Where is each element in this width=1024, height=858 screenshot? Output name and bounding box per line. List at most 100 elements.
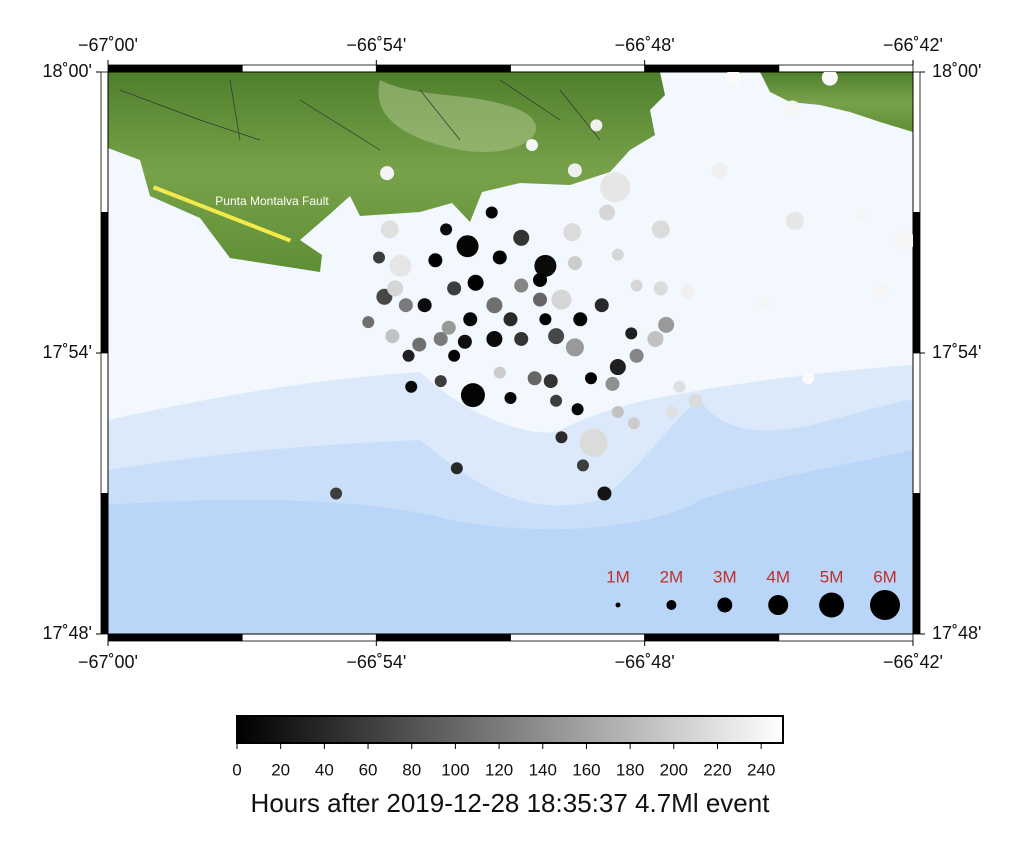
size-key <box>819 592 845 618</box>
earthquake <box>600 172 631 203</box>
earthquake <box>504 391 517 404</box>
earthquake <box>467 274 484 291</box>
earthquake <box>605 376 620 391</box>
colorbar-tick-label: 120 <box>485 760 513 779</box>
earthquake <box>460 383 485 408</box>
earthquake <box>688 393 703 408</box>
frame-bar <box>100 212 109 354</box>
frame-bar <box>375 633 511 642</box>
colorbar-tick-label: 40 <box>315 760 334 779</box>
earthquake <box>380 166 395 181</box>
earthquake <box>362 316 375 329</box>
highland <box>378 80 537 152</box>
earthquake <box>573 312 588 327</box>
earthquake <box>784 100 801 117</box>
earthquake <box>525 139 538 152</box>
x-tick-label: −66˚54' <box>346 652 406 672</box>
frame-bar <box>107 64 243 73</box>
earthquake <box>658 316 675 333</box>
earthquake <box>802 372 815 385</box>
earthquake <box>821 72 838 86</box>
size-key-label: 1M <box>606 567 630 586</box>
earthquake <box>457 334 472 349</box>
colorbar <box>236 715 784 744</box>
earthquake <box>417 298 432 313</box>
earthquake <box>376 288 393 305</box>
x-tick-label: −66˚42' <box>883 652 943 672</box>
earthquake <box>428 253 443 268</box>
earthquake <box>527 371 542 386</box>
size-key <box>768 595 789 615</box>
earthquake <box>555 431 568 444</box>
frame-bar <box>375 64 511 73</box>
earthquake <box>785 211 804 230</box>
earthquake <box>503 312 518 327</box>
earthquake <box>597 486 612 501</box>
basemap <box>108 72 913 634</box>
land <box>760 72 913 132</box>
frame-bar <box>241 633 377 642</box>
earthquake <box>567 163 582 178</box>
colorbar-tick-label: 180 <box>616 760 644 779</box>
earthquake <box>441 320 456 335</box>
earthquake <box>550 394 563 407</box>
earthquake <box>756 296 769 309</box>
minor-faults <box>119 79 601 151</box>
size-key-label: 6M <box>873 567 897 586</box>
earthquake <box>629 348 644 363</box>
earthquake <box>563 223 582 242</box>
frame-bar <box>912 212 921 354</box>
earthquake <box>485 206 498 219</box>
earthquake <box>389 254 412 277</box>
y-tick-label: 18˚00' <box>43 61 92 81</box>
earthquake <box>486 297 503 314</box>
frame-bar <box>100 493 109 635</box>
earthquake <box>543 374 558 389</box>
earthquake <box>565 338 584 357</box>
y-tick-label: 18˚00' <box>932 61 981 81</box>
frame-bar <box>644 64 780 73</box>
frame-border <box>107 71 914 635</box>
size-key-label: 3M <box>713 567 737 586</box>
y-tick-label: 17˚48' <box>43 623 92 643</box>
earthquake <box>651 220 670 239</box>
earthquake <box>665 406 678 419</box>
frame-bar <box>912 71 921 213</box>
earthquake <box>856 209 869 222</box>
colorbar-tick-label: 60 <box>359 760 378 779</box>
earthquake <box>673 380 686 393</box>
x-tick-label: −66˚48' <box>615 652 675 672</box>
size-key-label: 5M <box>820 567 844 586</box>
colorbar-tick-label: 20 <box>271 760 290 779</box>
frame-bar <box>510 64 646 73</box>
earthquake <box>405 380 418 393</box>
fault-line <box>152 185 292 243</box>
map-frame: −67˚00' −67˚00' −66˚54' −66˚54' −66˚48' −66˚4… <box>43 35 982 672</box>
earthquake <box>398 298 413 313</box>
x-tick-label: −67˚00' <box>78 35 138 55</box>
earthquake <box>450 462 463 475</box>
earthquake <box>551 289 572 310</box>
size-key <box>870 590 900 620</box>
colorbar-tick-label: 220 <box>703 760 731 779</box>
earthquake <box>513 229 530 246</box>
fault-label: Punta Montalva Fault <box>215 194 329 208</box>
earthquake <box>387 280 404 297</box>
earthquake <box>373 251 386 264</box>
earthquake <box>711 162 728 179</box>
earthquake <box>680 284 695 299</box>
earthquake <box>440 223 453 236</box>
earthquake <box>576 459 589 472</box>
earthquake <box>894 230 913 251</box>
frame-bar <box>241 64 377 73</box>
x-tick-label: −67˚00' <box>78 652 138 672</box>
y-tick-label: 17˚54' <box>932 342 981 362</box>
earthquake <box>380 220 399 239</box>
events-layer: Punta Montalva Fault 1M 2M 3M 4M 5M 6M <box>152 72 913 620</box>
earthquake <box>534 254 557 277</box>
colorbar-title: Hours after 2019-12-28 18:35:37 4.7Ml ev… <box>251 788 771 818</box>
earthquake <box>567 256 582 271</box>
earthquake <box>514 278 529 293</box>
frame-bar <box>644 633 780 642</box>
earthquake <box>456 235 479 258</box>
